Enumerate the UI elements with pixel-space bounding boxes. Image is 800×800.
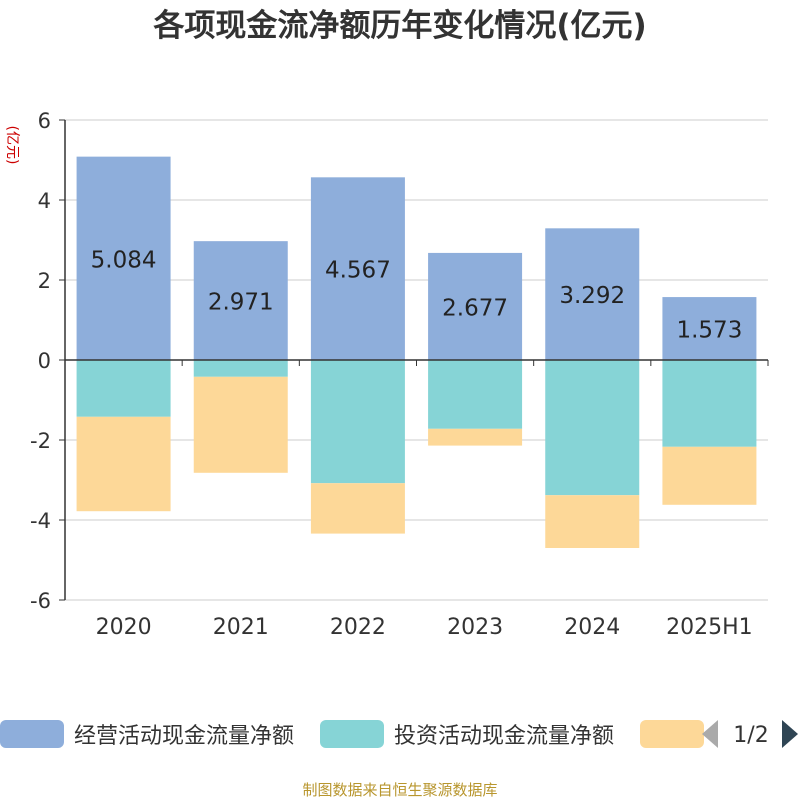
y-axis-label: (亿元) [4,126,20,165]
y-tick-label: -2 [30,429,51,453]
legend: 经营活动现金流量净额 投资活动现金流量净额 1/2 [0,720,798,749]
y-tick-label: 4 [38,189,51,213]
bar-2-2022 [310,360,405,484]
legend-label: 经营活动现金流量净额 [74,724,294,749]
y-tick-label: -4 [30,509,51,533]
y-tick-label: -6 [30,589,51,613]
legend-label: 投资活动现金流量净额 [394,724,614,749]
data-labels: 5.084 2.971 4.567 2.677 3.292 1.573 [91,247,743,343]
bar-1-2021 [193,241,288,360]
legend-prev-page-icon[interactable] [702,720,718,748]
bar-1-2023 [428,252,523,360]
bar-1-2025H1 [662,297,757,360]
data-label: 1.573 [676,318,742,344]
bar-3-2021 [193,376,288,473]
bar-1-2020 [76,156,171,360]
y-tick-label: 6 [38,109,51,133]
bars [76,156,757,548]
y-tick-label: 0 [38,349,51,373]
bar-1-2022 [310,177,405,360]
data-label: 2.971 [208,290,274,316]
data-label: 5.084 [91,247,157,273]
x-tick-label: 2025H1 [666,615,753,640]
bar-2-2023 [428,360,523,429]
x-tick-label: 2022 [330,615,386,640]
bar-3-2022 [310,483,405,534]
legend-swatch-2 [320,720,384,748]
bar-3-2023 [428,428,523,446]
x-tick-label: 2020 [96,615,152,640]
legend-swatch-1 [0,720,64,748]
x-tick-label: 2024 [564,615,620,640]
bar-2-2024 [545,360,640,496]
data-label: 3.292 [559,283,625,309]
x-tick-label: 2023 [447,615,503,640]
bar-2-2020 [76,360,171,417]
legend-next-page-icon[interactable] [782,720,798,748]
y-tick-label: 2 [38,269,51,293]
legend-swatch-3 [640,720,704,748]
bar-3-2025H1 [662,446,757,505]
bar-1-2024 [545,228,640,360]
x-tick-label: 2021 [213,615,269,640]
bar-2-2021 [193,360,288,377]
footer-source: 制图数据来自恒生聚源数据库 [302,781,497,799]
legend-page-indicator: 1/2 [733,723,768,748]
grid-lines [65,119,768,601]
bar-2-2025H1 [662,360,757,447]
chart-title: 各项现金流净额历年变化情况(亿元) [152,8,646,44]
bar-3-2024 [545,495,640,548]
data-label: 2.677 [442,295,508,321]
bar-3-2020 [76,416,171,512]
data-label: 4.567 [325,258,391,284]
axes: 6 4 2 0 -2 -4 -6 2020 2021 2022 2023 2024 2025H1 [30,109,769,640]
